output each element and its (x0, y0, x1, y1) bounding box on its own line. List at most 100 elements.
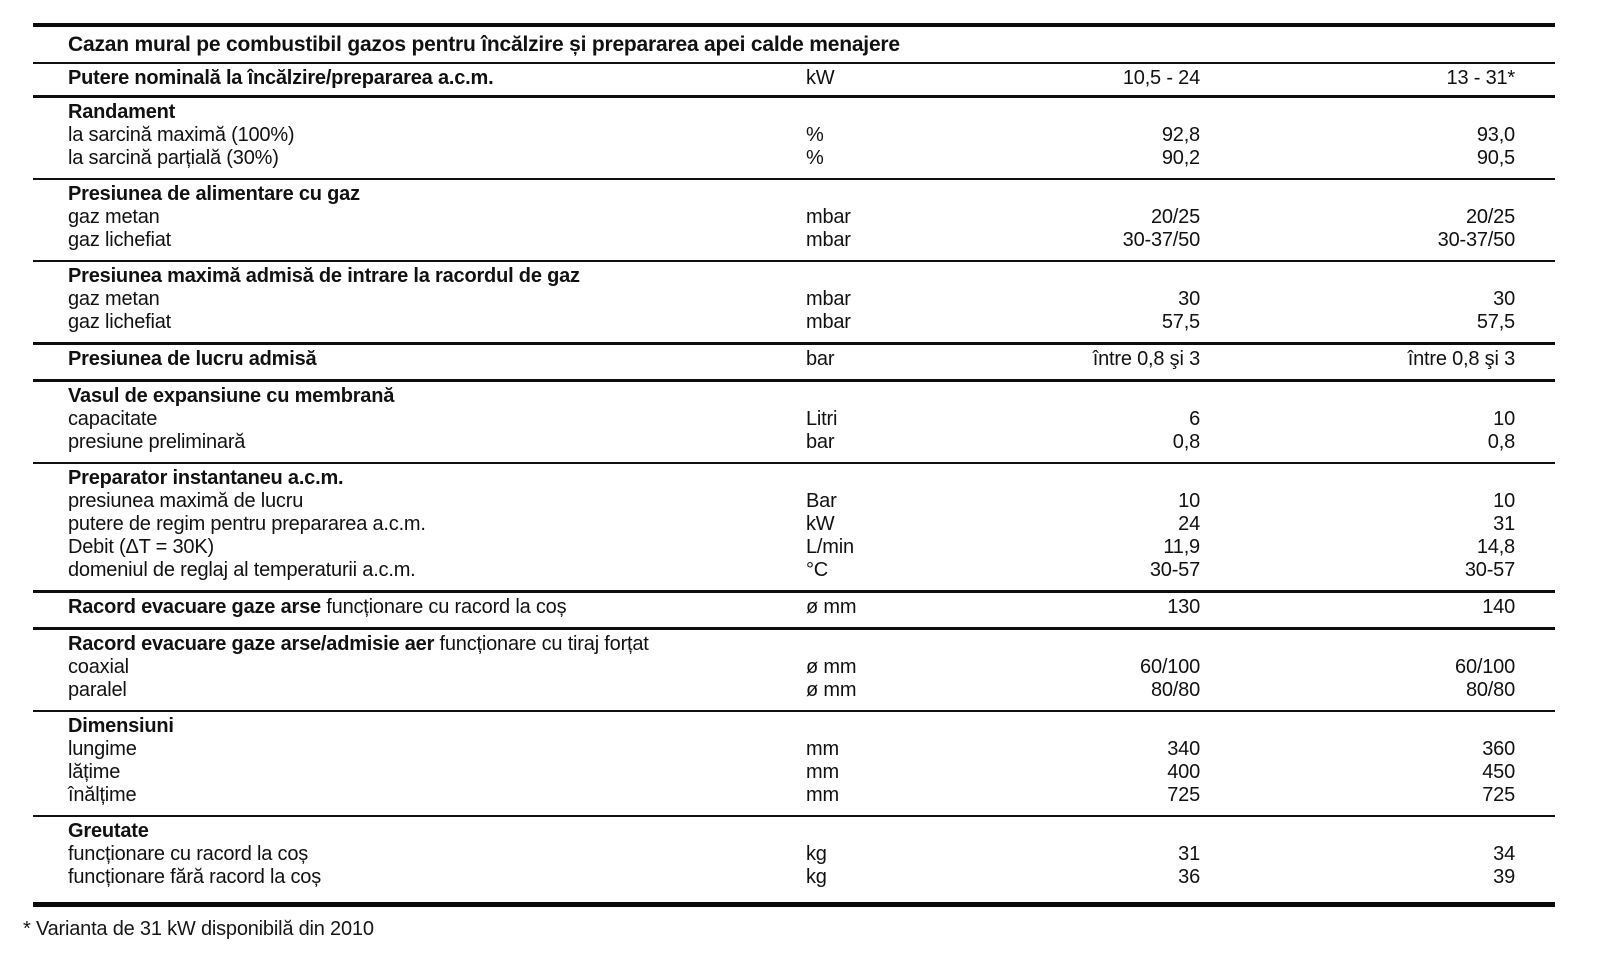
row-unit: ø mm (806, 590, 1000, 629)
table-row: gaz lichefiat mbar 57,5 57,5 (33, 311, 1555, 344)
header-value-1: 10,5 - 24 (1000, 62, 1200, 97)
table-row: Racord evacuare gaze arse funcționare cu… (33, 590, 1555, 629)
row-value-1: 60/100 (1140, 656, 1200, 678)
section-heading-row: Racord evacuare gaze arse/admisie aer fu… (33, 627, 1555, 656)
row-value-1: 725 (1167, 784, 1200, 806)
row-value-2: 725 (1482, 784, 1515, 806)
table-title-row: Cazan mural pe combustibil gazos pentru … (33, 25, 1555, 63)
row-label: presiune preliminară (68, 431, 246, 453)
row-label: paralel (68, 679, 127, 701)
row-label: la sarcină maximă (100%) (68, 124, 295, 146)
row-value-2: 93,0 (1476, 124, 1515, 146)
row-label: capacitate (68, 408, 158, 430)
row-label: coaxial (68, 656, 129, 678)
section-heading: Greutate (68, 820, 149, 842)
section-heading: Dimensiuni (68, 715, 174, 737)
header-label: Putere nominală la încălzire/prepararea … (33, 62, 806, 97)
table-title-section: Cazan mural pe combustibil gazos pentru … (33, 25, 1555, 63)
row-value-1: 130 (1000, 590, 1200, 629)
header-row: Putere nominală la încălzire/prepararea … (33, 62, 1555, 97)
section-dimensiuni: Dimensiuni lungime mm 340 360 lățime mm … (33, 710, 1555, 816)
row-value-2: 39 (1493, 866, 1515, 888)
row-label: funcționare cu racord la coș (68, 843, 309, 865)
table-row: la sarcină parțială (30%) % 90,2 90,5 (33, 147, 1555, 179)
row-value-1: 31 (1178, 843, 1200, 865)
section-randament: Randament la sarcină maximă (100%) % 92,… (33, 95, 1555, 180)
row-value-1: 30-57 (1149, 559, 1200, 581)
row-label: lungime (68, 738, 137, 760)
row-value-1: 80/80 (1150, 679, 1200, 701)
boiler-spec-table: Cazan mural pe combustibil gazos pentru … (33, 23, 1555, 907)
row-value-1: 57,5 (1161, 311, 1200, 333)
row-label: gaz metan (68, 206, 160, 228)
section-presiunea-maxima-intrare: Presiunea maximă admisă de intrare la ra… (33, 260, 1555, 344)
row-unit: mm (806, 784, 839, 806)
section-heading: Presiunea maximă admisă de intrare la ra… (68, 265, 580, 287)
row-value-1: 30 (1178, 288, 1200, 310)
table-row: înălțime mm 725 725 (33, 784, 1555, 816)
row-value-2: 10 (1493, 490, 1515, 512)
row-value-1: 24 (1178, 513, 1200, 535)
row-value-1: 92,8 (1161, 124, 1200, 146)
row-value-2: 20/25 (1465, 206, 1515, 228)
row-value-2: 30-37/50 (1437, 229, 1516, 251)
row-value-2: 90,5 (1476, 147, 1515, 169)
page-title: Cazan mural pe combustibil gazos pentru … (68, 33, 900, 56)
row-unit: kg (806, 866, 827, 888)
row-value-2: 57,5 (1476, 311, 1515, 333)
row-value-2: 10 (1493, 408, 1515, 430)
table-row: putere de regim pentru prepararea a.c.m.… (33, 513, 1555, 536)
section-presiunea-alimentare: Presiunea de alimentare cu gaz gaz metan… (33, 178, 1555, 261)
row-label: domeniul de reglaj al temperaturii a.c.m… (68, 559, 416, 581)
row-value-2: 30 (1493, 288, 1515, 310)
section-heading-row: Randament (33, 95, 1555, 124)
table-row: coaxial ø mm 60/100 60/100 (33, 656, 1555, 679)
row-unit: kg (806, 843, 827, 865)
row-value-2: 31 (1493, 513, 1515, 535)
row-label: Debit (ΔT = 30K) (68, 536, 214, 558)
table-row: lungime mm 340 360 (33, 738, 1555, 761)
row-value-1: 11,9 (1163, 536, 1200, 558)
section-heading-row: Vasul de expansiune cu membrană (33, 379, 1555, 408)
row-value-1: 36 (1178, 866, 1200, 888)
row-value-2: 360 (1482, 738, 1515, 760)
table-header-section: Putere nominală la încălzire/prepararea … (33, 62, 1555, 97)
row-value-1: 0,8 (1172, 431, 1200, 453)
section-racord-evacuare: Racord evacuare gaze arse funcționare cu… (33, 590, 1555, 629)
section-heading-suffix: funcționare cu racord la coș (320, 596, 567, 618)
row-label: lățime (68, 761, 121, 783)
section-heading: Vasul de expansiune cu membrană (68, 385, 395, 407)
row-unit: kW (806, 513, 835, 535)
row-label: gaz metan (68, 288, 160, 310)
row-value-2: 80/80 (1465, 679, 1515, 701)
row-label: presiunea maximă de lucru (68, 490, 304, 512)
table-row: presiune preliminară bar 0,8 0,8 (33, 431, 1555, 463)
table-row: Debit (ΔT = 30K) L/min 11,9 14,8 (33, 536, 1555, 559)
row-unit: Bar (806, 490, 837, 512)
row-value-2: 30-57 (1464, 559, 1515, 581)
section-heading: Preparator instantaneu a.c.m. (68, 467, 344, 489)
table-row: Presiunea de lucru admisă bar între 0,8 … (33, 342, 1555, 381)
header-value-2: 13 - 31* (1200, 62, 1555, 97)
row-unit: mm (806, 738, 839, 760)
section-heading-row: Dimensiuni (33, 710, 1555, 738)
row-unit: mbar (806, 206, 851, 228)
row-value-1: 30-37/50 (1122, 229, 1200, 251)
row-value-2: 0,8 (1487, 431, 1515, 453)
row-unit: mm (806, 761, 839, 783)
header-unit: kW (806, 62, 1000, 97)
row-label: funcționare fără racord la coș (68, 866, 322, 888)
section-heading-row: Preparator instantaneu a.c.m. (33, 462, 1555, 490)
row-unit: bar (806, 342, 1000, 381)
row-unit: mbar (806, 288, 851, 310)
row-value-1: 90,2 (1161, 147, 1200, 169)
row-value-1: între 0,8 şi 3 (1000, 342, 1200, 381)
table-row: la sarcină maximă (100%) % 92,8 93,0 (33, 124, 1555, 147)
section-heading: Presiunea de lucru admisă (68, 348, 317, 370)
row-unit: mbar (806, 311, 851, 333)
row-value-2: între 0,8 şi 3 (1200, 342, 1555, 381)
section-heading: Racord evacuare gaze arse (68, 596, 321, 618)
row-unit: ø mm (806, 656, 857, 678)
row-label: gaz lichefiat (68, 311, 172, 333)
row-value-2: 34 (1493, 843, 1515, 865)
